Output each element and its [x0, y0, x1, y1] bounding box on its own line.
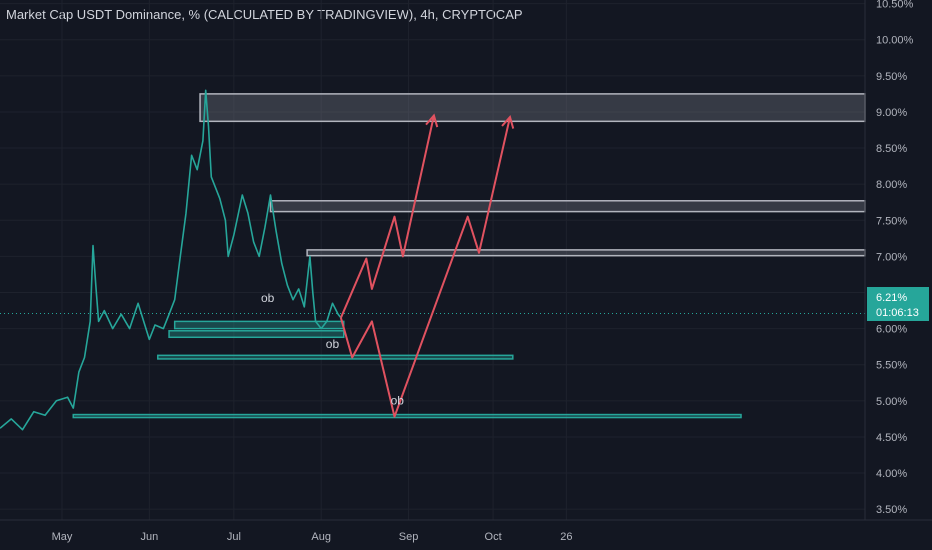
- zone-box: [306, 249, 866, 257]
- y-tick-label: 8.00%: [876, 179, 907, 191]
- price-tag: 6.21% 01:06:13: [867, 287, 929, 321]
- y-tick-label: 4.50%: [876, 432, 907, 444]
- countdown: 01:06:13: [876, 307, 919, 319]
- x-tick-label: 26: [560, 531, 572, 543]
- y-tick-label: 8.50%: [876, 143, 907, 155]
- x-tick-label: Jun: [140, 531, 158, 543]
- ob-label: ob: [391, 393, 405, 407]
- x-tick-label: Jul: [227, 531, 241, 543]
- ob-label: ob: [261, 291, 275, 305]
- projection-arrow: [339, 116, 511, 418]
- y-tick-label: 9.00%: [876, 107, 907, 119]
- y-tick-label: 10.50%: [876, 0, 914, 11]
- zone-box: [157, 354, 514, 360]
- zone-box: [199, 93, 866, 123]
- x-tick-label: Oct: [485, 531, 502, 543]
- grid: [0, 0, 865, 520]
- zone-box: [269, 200, 866, 213]
- chart-title: Market Cap USDT Dominance, % (CALCULATED…: [6, 7, 523, 22]
- annotations: ob ob ob: [261, 291, 404, 408]
- y-tick-label: 7.50%: [876, 215, 907, 227]
- ob-label: ob: [326, 337, 340, 351]
- x-tick-label: May: [52, 531, 73, 543]
- projection-arrow: [339, 115, 435, 319]
- y-axis[interactable]: 10.50% 10.00% 9.50% 9.00% 8.50% 8.00% 7.50% 7.0…: [876, 0, 914, 516]
- y-tick-label: 9.50%: [876, 71, 907, 83]
- x-tick-label: Sep: [399, 531, 419, 543]
- zone-box: [72, 413, 742, 419]
- y-tick-label: 3.50%: [876, 504, 907, 516]
- x-axis[interactable]: May Jun Jul Aug Sep Oct 26: [52, 531, 573, 543]
- zones: [72, 93, 866, 419]
- y-tick-label: 5.00%: [876, 396, 907, 408]
- arrows: [339, 113, 515, 418]
- y-tick-label: 5.50%: [876, 360, 907, 372]
- x-tick-label: Aug: [311, 531, 331, 543]
- series-layer: [0, 89, 865, 431]
- zone-box: [168, 330, 345, 339]
- price-tag-bg: [867, 287, 929, 321]
- y-tick-label: 7.00%: [876, 251, 907, 263]
- y-tick-label: 10.00%: [876, 35, 914, 47]
- price-series-line: [0, 89, 342, 431]
- arrow-head: [425, 113, 439, 128]
- y-tick-label: 6.00%: [876, 324, 907, 336]
- current-value: 6.21%: [876, 292, 907, 304]
- arrow-head: [501, 114, 515, 129]
- y-tick-label: 4.00%: [876, 468, 907, 480]
